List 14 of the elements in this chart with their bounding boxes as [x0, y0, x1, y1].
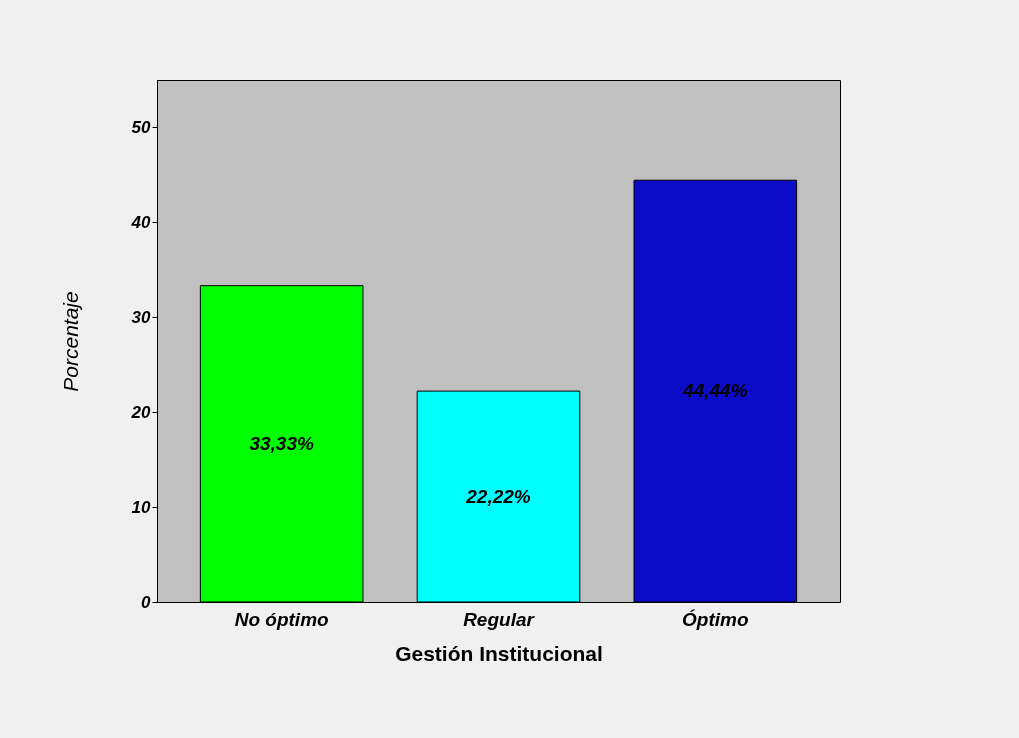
- y-tick-label: 10: [131, 497, 152, 517]
- data-label: 44,44%: [682, 380, 748, 402]
- data-label: 33,33%: [249, 432, 314, 454]
- y-tick-label: 30: [131, 307, 152, 327]
- y-tick-label: 50: [131, 117, 152, 137]
- x-tick-label: Regular: [463, 608, 536, 630]
- data-label: 22,22%: [465, 485, 531, 507]
- x-axis-title: Gestión Institucional: [395, 641, 603, 665]
- y-tick-label: 0: [141, 592, 152, 612]
- y-tick-label: 40: [130, 212, 152, 232]
- y-axis-title: Porcentaje: [58, 291, 82, 392]
- x-tick-label: No óptimo: [234, 608, 329, 630]
- y-tick-label: 20: [130, 402, 152, 422]
- x-tick-label: Óptimo: [682, 608, 749, 630]
